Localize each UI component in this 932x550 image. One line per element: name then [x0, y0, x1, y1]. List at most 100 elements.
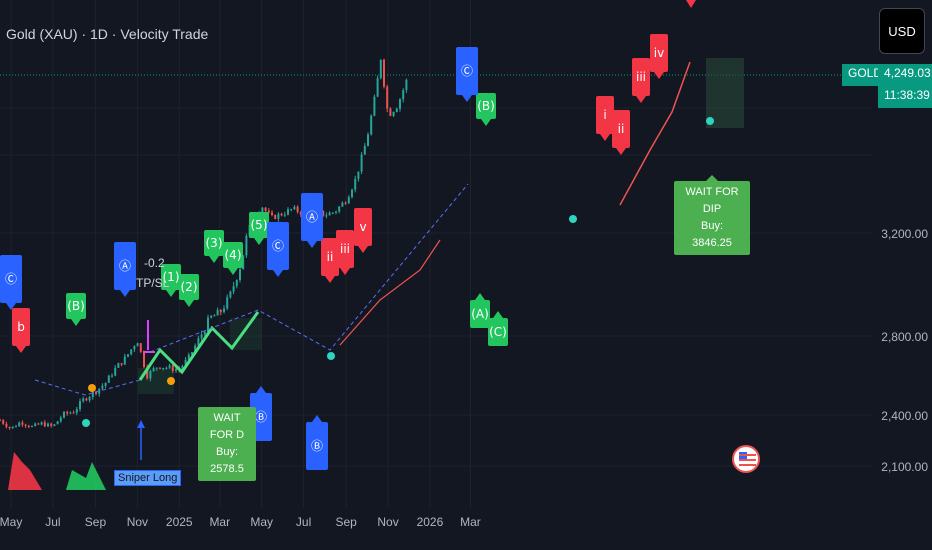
wave-label-text: iv: [654, 46, 664, 60]
wave-label-abc-6: Ⓑ: [306, 415, 328, 470]
candle-body: [69, 412, 72, 414]
candle-body: [331, 212, 334, 214]
wave-label-text: Ⓒ: [461, 64, 473, 78]
candle-body: [338, 206, 341, 212]
bear-volume-shape: [8, 452, 42, 490]
candle-body: [146, 366, 149, 379]
impulse-wave-line: [138, 311, 260, 381]
trend-line: [619, 61, 691, 206]
candle-body: [120, 363, 123, 365]
wave-label-tip: [340, 268, 350, 275]
wave-label-bull-5: (5): [249, 212, 269, 245]
wave-markers: (B)(1)(2)(3)(4)(5)(B)(A)(C)biiiiiviiiiii…: [0, 0, 760, 490]
candle-body: [402, 90, 405, 100]
wave-label-bg: [336, 230, 354, 268]
candle-body: [357, 171, 360, 179]
candle-body: [24, 424, 27, 426]
wave-label-text: (2): [181, 280, 198, 294]
candle-body: [379, 59, 382, 79]
candle-body: [389, 108, 392, 116]
candle-body: [56, 421, 59, 425]
candle-body: [159, 367, 161, 369]
x-tick-label-7: Jul: [296, 515, 311, 529]
candles: [0, 58, 408, 430]
wave-label-text: i: [603, 108, 606, 122]
wave-label-tip: [166, 290, 176, 297]
wave-label-abc-3: Ⓒ: [267, 222, 289, 277]
wave-label-bear-4: i: [596, 96, 614, 141]
countdown-tag: 11:38:39: [878, 86, 932, 108]
candle-body: [267, 210, 270, 213]
y-tick-label-0: 3,200.00: [881, 227, 928, 241]
signal-subtitle-1: Buy: 2578.5: [210, 446, 244, 475]
candle-body: [15, 426, 17, 428]
candle-body: [383, 59, 385, 87]
candle-body: [210, 315, 213, 318]
wave-label-text: Ⓒ: [5, 272, 17, 286]
wave-label-tip: [71, 319, 81, 326]
tp-sl-text: TP/SL: [136, 276, 170, 290]
candle-body: [341, 202, 344, 207]
candle-body: [367, 134, 369, 147]
candle-body: [8, 427, 11, 429]
pivot-dot-1: [167, 377, 175, 385]
wave-label-bull-6: (B): [476, 93, 496, 126]
wave-label-tip: [654, 72, 664, 79]
wave-label-bear-5: ii: [612, 110, 630, 155]
candle-body: [175, 369, 177, 371]
wave-label-bg: [612, 110, 630, 148]
zone-3: [706, 58, 744, 128]
wave-label-abc-4: Ⓒ: [456, 47, 478, 102]
wave-label-tip: [325, 276, 335, 283]
currency-button[interactable]: USD: [879, 8, 925, 54]
candle-body: [43, 422, 46, 427]
bull-volume-shape: [66, 462, 106, 490]
candle-body: [223, 308, 225, 313]
candle-body: [280, 213, 283, 216]
candle-body: [130, 349, 133, 355]
candle-body: [386, 86, 389, 109]
wave-label-bull-0: (B): [66, 293, 86, 326]
candle-body: [149, 370, 152, 379]
wave-label-tip: [481, 119, 491, 126]
x-tick-label-4: 2025: [166, 515, 193, 529]
last-price-tag: 4,249.03: [878, 64, 932, 86]
pivot-dot-0: [88, 384, 96, 392]
trend-line-2: [339, 239, 441, 346]
wave-label-bear-3: v: [354, 208, 372, 253]
candle-body: [155, 367, 158, 369]
candle-body: [239, 269, 241, 281]
y-tick-label-2: 2,400.00: [881, 409, 928, 423]
wave-label-tip: [493, 311, 503, 318]
candle-body: [107, 375, 110, 383]
wave-label-text: (3): [206, 236, 223, 250]
wave-label-tip: [6, 303, 16, 310]
candle-body: [27, 425, 30, 427]
candle-body: [370, 115, 373, 135]
candle-body: [37, 423, 40, 425]
wave-label-text: (C): [489, 325, 507, 339]
x-tick-label-5: Mar: [209, 515, 230, 529]
candle-body: [11, 426, 14, 428]
candle-body: [363, 146, 366, 155]
wave-label-bg: [456, 47, 478, 95]
wave-label-bear-2: iii: [336, 230, 354, 275]
candle-body: [232, 286, 235, 292]
candle-body: [72, 412, 75, 414]
wave-label-bear-1: ii: [321, 238, 339, 283]
x-tick-label-9: Nov: [377, 515, 398, 529]
wave-label-bg: [632, 58, 650, 96]
candle-body: [264, 207, 267, 211]
candle-body: [187, 354, 190, 360]
wave-label-bg: [12, 308, 30, 346]
wave-label-bull-1: (1): [161, 264, 181, 297]
wave-label-tip: [475, 293, 485, 300]
candle-body: [162, 367, 165, 369]
candle-body: [226, 297, 229, 309]
wave-label-tip: [636, 96, 646, 103]
wave-label-tip: [184, 300, 194, 307]
x-tick-label-2: Sep: [85, 515, 107, 529]
candle-body: [290, 209, 293, 211]
wave-label-text: iii: [340, 242, 350, 256]
